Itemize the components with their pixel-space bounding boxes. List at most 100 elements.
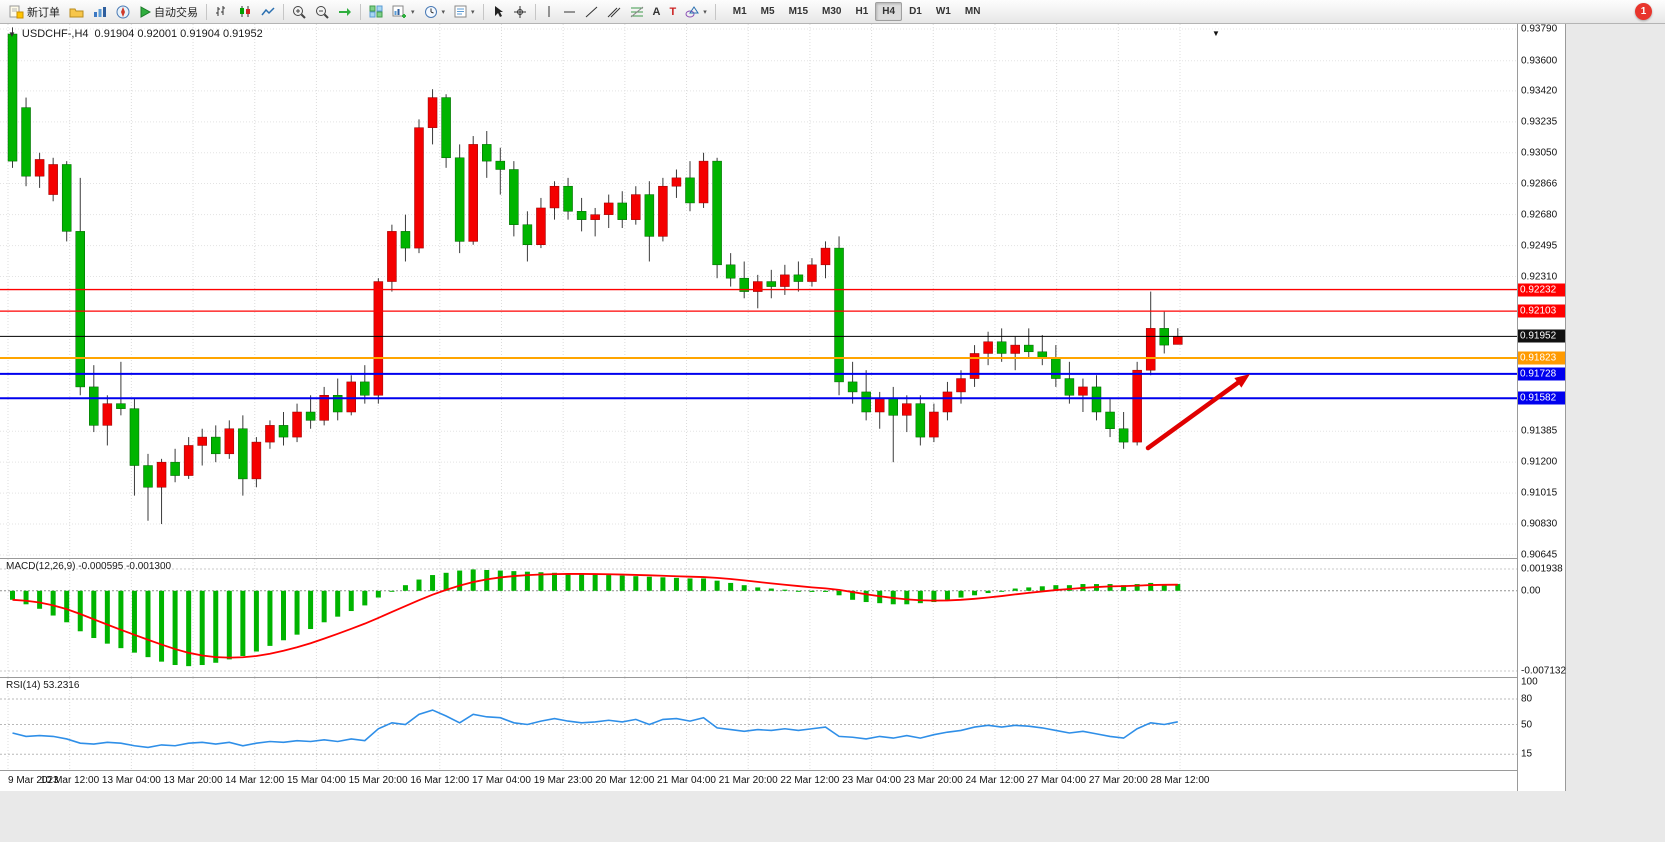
- chevron-down-icon[interactable]: ▾: [703, 8, 707, 16]
- chart-window: ▼ USDCHF-,H4 0.91904 0.92001 0.91904 0.9…: [0, 24, 1566, 791]
- horizontal-line-tool-button[interactable]: [559, 2, 580, 22]
- timeframe-m5-button[interactable]: M5: [760, 6, 775, 17]
- price-axis-label: 0.93600: [1521, 55, 1558, 67]
- panel-divider[interactable]: [0, 558, 1565, 559]
- macd-panel-canvas[interactable]: [0, 559, 1517, 677]
- time-axis-label: 20 Mar 12:00: [595, 775, 655, 786]
- chevron-down-icon[interactable]: ▾: [441, 8, 446, 16]
- auto-scroll-icon: [338, 6, 352, 18]
- timeframe-mn-button[interactable]: MN: [964, 6, 981, 17]
- new-order-label: 新订单: [27, 6, 60, 19]
- trendline-tool-button[interactable]: [581, 2, 602, 22]
- chevron-down-icon[interactable]: ▾: [471, 8, 475, 16]
- time-axis-label: 13 Mar 04:00: [101, 775, 161, 786]
- macd-axis-label: -0.007132: [1521, 665, 1567, 677]
- tile-windows-icon: [369, 5, 383, 18]
- channel-icon: [607, 6, 621, 18]
- vertical-line-icon: [544, 5, 554, 18]
- time-axis-label: 22 Mar 12:00: [780, 775, 840, 786]
- toolbar-separator: [283, 3, 284, 20]
- text-tool-icon: A: [652, 5, 661, 18]
- price-line-value-box[interactable]: 0.91728: [1518, 367, 1565, 381]
- timeframe-h4-button[interactable]: H4: [875, 2, 903, 21]
- fibonacci-tool-button[interactable]: [626, 2, 648, 22]
- timeframe-buttons: M1 M5 M15 M30 H1 H4 D1 W1 MN: [726, 2, 988, 21]
- shapes-tool-button[interactable]: ▾: [681, 2, 711, 22]
- price-axis-label: 0.91200: [1521, 456, 1558, 468]
- toolbar-separator: [206, 3, 207, 20]
- main-chart-canvas[interactable]: [0, 24, 1517, 558]
- new-order-button[interactable]: 新订单: [5, 2, 64, 22]
- profiles-button[interactable]: [65, 2, 88, 22]
- rsi-axis-label: 50: [1521, 719, 1533, 730]
- trendline-icon: [585, 6, 598, 18]
- charts-button[interactable]: [89, 2, 111, 22]
- time-axis-label: 21 Mar 20:00: [718, 775, 778, 786]
- text-tool-button[interactable]: A: [649, 2, 665, 22]
- price-line-value-box[interactable]: 0.92103: [1518, 304, 1565, 318]
- chevron-down-icon[interactable]: ▾: [411, 8, 415, 16]
- timeframe-h1-button[interactable]: H1: [855, 6, 869, 17]
- vertical-line-tool-button[interactable]: [540, 2, 558, 22]
- zoom-out-icon: [315, 5, 329, 19]
- price-line-value-box[interactable]: 0.92232: [1518, 283, 1565, 297]
- timeframe-w1-button[interactable]: W1: [935, 6, 951, 17]
- time-axis[interactable]: 9 Mar 2023 10 Mar 12:00 13 Mar 04:00 13 Mar…: [0, 771, 1517, 791]
- tile-windows-button[interactable]: [365, 2, 387, 22]
- rsi-axis-label: 80: [1521, 693, 1533, 705]
- time-axis-label: 13 Mar 20:00: [163, 775, 223, 786]
- navigator-icon: [116, 5, 130, 19]
- price-axis-label: 0.92866: [1521, 178, 1558, 190]
- bar-chart-mode-button[interactable]: [211, 2, 233, 22]
- cursor-tool-button[interactable]: [488, 2, 508, 22]
- timeframe-m1-button[interactable]: M1: [732, 6, 747, 17]
- periods-button[interactable]: ▾: [420, 2, 450, 22]
- channel-tool-button[interactable]: [603, 2, 625, 22]
- auto-trading-label: 自动交易: [154, 6, 198, 19]
- new-chart-button[interactable]: ▾: [388, 2, 419, 22]
- price-line-value-box[interactable]: 0.91952: [1518, 329, 1565, 343]
- time-axis-label: 19 Mar 23:00: [533, 775, 593, 786]
- zoom-in-icon: [292, 5, 306, 19]
- time-axis-label: 27 Mar 20:00: [1088, 775, 1148, 786]
- line-chart-mode-button[interactable]: [257, 2, 279, 22]
- auto-trading-button[interactable]: 自动交易: [135, 2, 202, 22]
- auto-trading-icon: [139, 5, 151, 18]
- price-line-value-box[interactable]: 0.91823: [1518, 351, 1565, 365]
- macd-title: MACD(12,26,9) -0.000595 -0.001300: [6, 561, 172, 572]
- price-axis-label: 0.91015: [1521, 487, 1558, 499]
- price-axis-label: 0.92680: [1521, 209, 1558, 221]
- profiles-icon: [69, 6, 84, 18]
- chart-menu-arrow-icon[interactable]: ▼: [1212, 29, 1220, 38]
- auto-scroll-button[interactable]: [334, 2, 356, 22]
- timeframe-m30-button[interactable]: M30: [822, 6, 842, 17]
- label-tool-button[interactable]: T: [666, 2, 681, 22]
- notification-badge[interactable]: 1: [1635, 3, 1652, 20]
- timeframe-d1-button[interactable]: D1: [909, 6, 922, 17]
- candlestick-icon: [238, 5, 252, 18]
- time-axis-label: 14 Mar 12:00: [225, 775, 285, 786]
- horizontal-line-icon: [563, 6, 576, 18]
- panel-divider[interactable]: [0, 770, 1565, 771]
- templates-button[interactable]: ▾: [450, 2, 479, 22]
- zoom-in-button[interactable]: [288, 2, 310, 22]
- crosshair-tool-button[interactable]: [509, 2, 531, 22]
- price-axis-label: 0.93790: [1521, 23, 1558, 35]
- rsi-title: RSI(14) 53.2316: [6, 680, 80, 691]
- zoom-out-button[interactable]: [311, 2, 333, 22]
- price-axis-label: 0.90645: [1521, 549, 1558, 561]
- rsi-panel-canvas[interactable]: [0, 678, 1517, 770]
- time-axis-label: 23 Mar 20:00: [903, 775, 963, 786]
- toolbar-separator: [714, 3, 716, 20]
- time-axis-label: 15 Mar 20:00: [348, 775, 408, 786]
- price-axis-label: 0.91385: [1521, 425, 1558, 437]
- panel-divider[interactable]: [0, 677, 1565, 678]
- timeframe-m15-button[interactable]: M15: [788, 6, 809, 17]
- price-line-value-box[interactable]: 0.91582: [1518, 391, 1565, 405]
- candlestick-mode-button[interactable]: [234, 2, 256, 22]
- time-axis-label: 17 Mar 04:00: [472, 775, 531, 786]
- navigator-button[interactable]: [112, 2, 134, 22]
- price-axis[interactable]: 0.93790 0.93600 0.93420 0.93235 0.93050 0.928…: [1517, 23, 1567, 791]
- fibonacci-icon: [630, 6, 644, 18]
